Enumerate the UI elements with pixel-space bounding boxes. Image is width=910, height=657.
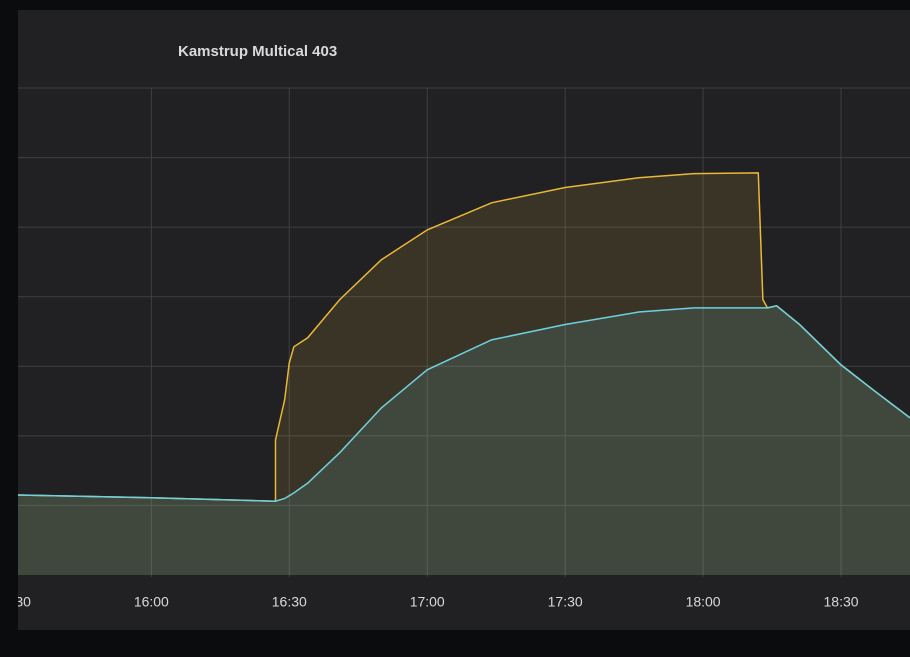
x-tick-label: 16:00 — [134, 594, 169, 610]
panel-title: Kamstrup Multical 403 — [178, 43, 337, 60]
x-tick-label: 18:00 — [686, 594, 721, 610]
x-tick-label: 17:00 — [410, 594, 445, 610]
series-line — [18, 304, 910, 503]
plot: 15:30 16:00 16:30 17:00 17:30 18:00 18:30 — [0, 87, 910, 610]
panel — [18, 10, 910, 630]
x-tick-label: 18:30 — [824, 594, 859, 610]
x-tick-label: 15:30 — [0, 594, 31, 610]
x-tick-label: 17:30 — [548, 594, 583, 610]
x-tick-label: 16:30 — [272, 594, 307, 610]
series-area — [18, 172, 910, 575]
series-area — [18, 305, 910, 575]
